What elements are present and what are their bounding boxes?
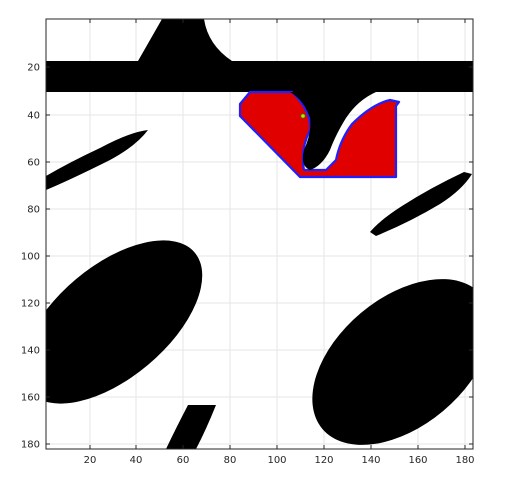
obstacle-top-bar [46,61,473,92]
occupancy-map [46,19,473,449]
x-tick-label: 60 [177,455,190,466]
x-axis-ticks: 20 40 60 80 100 120 140 160 180 [84,19,475,466]
obstacle-bottom-stripe [166,405,216,449]
y-tick-label: 20 [27,63,40,74]
obstacle-left-stripe [46,130,148,190]
x-tick-label: 100 [267,455,286,466]
obstacle-top-bump [138,19,232,61]
y-tick-label: 120 [21,299,40,310]
x-tick-label: 120 [314,455,333,466]
y-axis-ticks: 20 40 60 80 100 120 140 160 180 [21,63,473,451]
obstacle-left-ellipse [46,240,203,404]
obstacle-right-ellipse [312,279,473,445]
x-tick-label: 160 [408,455,427,466]
y-tick-label: 80 [27,205,40,216]
x-tick-label: 180 [455,455,474,466]
obstacle-right-stripe [370,172,472,236]
x-tick-label: 40 [130,455,143,466]
y-tick-label: 100 [21,252,40,263]
y-tick-label: 160 [21,393,40,404]
x-tick-label: 140 [361,455,380,466]
y-tick-label: 40 [27,111,40,122]
axes-box [45,18,474,450]
red-region [238,90,401,179]
y-tick-label: 140 [21,346,40,357]
y-tick-label: 60 [27,158,40,169]
x-tick-label: 20 [84,455,97,466]
obstacle-funnel [290,92,376,170]
position-marker [300,113,306,119]
x-tick-label: 80 [224,455,237,466]
y-tick-label: 180 [21,440,40,451]
